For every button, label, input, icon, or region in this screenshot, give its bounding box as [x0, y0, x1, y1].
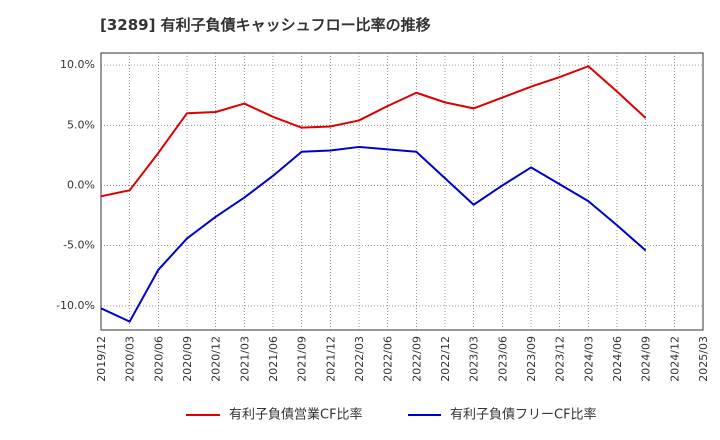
x-tick-label: 2020/09	[181, 336, 194, 382]
x-tick-label: 2019/12	[95, 336, 108, 382]
x-tick-label: 2021/12	[324, 336, 337, 382]
grid	[100, 52, 704, 331]
x-tick-label: 2023/09	[525, 336, 538, 382]
legend: 有利子負債営業CF比率 有利子負債フリーCF比率	[186, 407, 597, 423]
x-tick-label: 2023/06	[496, 336, 509, 382]
x-tick-label: 2023/12	[554, 336, 567, 382]
chart-title: [3289] 有利子負債キャッシュフロー比率の推移	[100, 16, 431, 34]
x-tick-label: 2024/06	[611, 336, 624, 382]
series-group	[100, 65, 647, 323]
legend-label-1: 有利子負債営業CF比率	[229, 407, 363, 423]
series-line-2	[100, 145, 647, 323]
x-tick-label: 2024/03	[582, 336, 595, 382]
x-tick-label: 2023/03	[468, 336, 481, 382]
y-tick-label: 10.0%	[60, 58, 95, 71]
y-tick-label: 5.0%	[67, 118, 95, 131]
y-tick-label: -10.0%	[56, 299, 95, 312]
x-axis: 2019/12 2020/03 2020/06 2020/09 2020/12 2021/…	[95, 336, 710, 382]
plot-frame	[100, 52, 704, 331]
x-tick-label: 2025/03	[697, 336, 710, 382]
x-tick-label: 2022/12	[439, 336, 452, 382]
x-tick-label: 2022/06	[382, 336, 395, 382]
x-tick-label: 2021/09	[296, 336, 309, 382]
x-tick-label: 2020/06	[152, 336, 165, 382]
series-line-1	[100, 65, 647, 198]
x-tick-label: 2021/03	[238, 336, 251, 382]
x-tick-label: 2022/09	[410, 336, 423, 382]
x-tick-label: 2021/06	[267, 336, 280, 382]
y-tick-label: 0.0%	[67, 178, 95, 191]
x-tick-label: 2022/03	[353, 336, 366, 382]
y-axis: -10.0% -5.0% 0.0% 5.0% 10.0%	[56, 58, 95, 312]
y-tick-label: -5.0%	[63, 239, 95, 252]
x-tick-label: 2024/09	[640, 336, 653, 382]
x-tick-label: 2024/12	[668, 336, 681, 382]
legend-label-2: 有利子負債フリーCF比率	[450, 407, 597, 423]
x-tick-label: 2020/03	[124, 336, 137, 382]
x-tick-label: 2020/12	[210, 336, 223, 382]
